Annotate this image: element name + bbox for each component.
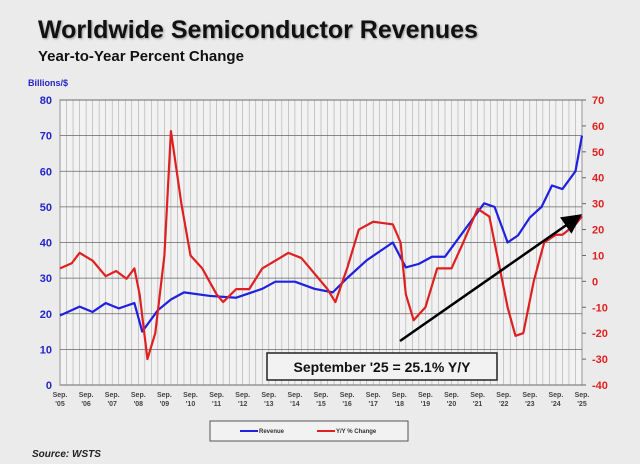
x-tick-label: '08 [134,401,144,408]
x-tick-label: Sep. [79,392,94,399]
right-tick-label: 0 [592,276,598,288]
x-tick-label: '10 [186,401,196,408]
y-axis-label: Billions/$ [28,78,69,88]
x-tick-label: '24 [551,401,561,408]
right-tick-label: 60 [592,121,604,133]
left-tick-label: 40 [40,238,52,250]
left-tick-label: 30 [40,273,52,285]
x-tick-label: Sep. [157,392,172,399]
source-note: Source: WSTS [32,449,101,460]
legend-box [209,420,409,442]
x-tick-label: Sep. [105,392,120,399]
x-tick-label: Sep. [340,392,355,399]
x-tick-label: Sep. [470,392,485,399]
x-tick-label: '20 [447,401,457,408]
x-tick-label: '17 [368,401,378,408]
x-tick-label: '12 [238,401,248,408]
right-tick-label: -20 [592,328,608,340]
chart-subtitle: Year-to-Year Percent Change [38,48,244,65]
left-tick-label: 20 [40,309,52,321]
x-tick-label: '18 [395,401,405,408]
x-tick-label: '05 [55,401,65,408]
left-tick-label: 0 [46,380,52,392]
x-tick-label: '21 [473,401,483,408]
annotation-text: September '25 = 25.1% Y/Y [293,359,471,375]
x-tick-label: Sep. [209,392,224,399]
x-tick-label: Sep. [549,392,564,399]
x-tick-label: Sep. [496,392,511,399]
annotation-box [266,352,498,381]
x-tick-label: Sep. [392,392,407,399]
x-tick-label: Sep. [575,392,590,399]
right-tick-label: 20 [592,225,604,237]
right-tick-label: 10 [592,250,604,262]
left-tick-label: 60 [40,166,52,178]
x-tick-label: Sep. [235,392,250,399]
x-tick-label: Sep. [131,392,146,399]
x-tick-label: Sep. [288,392,303,399]
trend-arrow [399,214,583,343]
x-tick-label: '07 [107,401,117,408]
x-tick-label: Sep. [261,392,276,399]
legend-label: Y/Y % Change [336,429,377,435]
series-line-yy-change [59,129,583,361]
chart-title: Worldwide Semiconductor Revenues [38,16,478,44]
x-tick-label: '23 [525,401,535,408]
x-tick-label: '16 [342,401,352,408]
x-tick-label: '15 [316,401,326,408]
x-tick-label: Sep. [183,392,198,399]
x-tick-label: '11 [212,401,221,408]
left-tick-label: 10 [40,344,52,356]
x-tick-label: Sep. [522,392,537,399]
x-tick-label: '22 [499,401,509,408]
right-tick-label: 30 [592,199,604,211]
right-tick-label: 40 [592,173,604,185]
x-tick-label: '13 [264,401,274,408]
x-tick-label: Sep. [314,392,329,399]
series-line-revenue [59,135,584,333]
x-tick-label: '06 [81,401,91,408]
right-tick-label: -40 [592,380,608,392]
left-tick-label: 80 [40,95,52,107]
right-tick-label: -10 [592,302,608,314]
x-tick-label: Sep. [53,392,68,399]
x-tick-label: Sep. [418,392,433,399]
left-tick-label: 70 [40,131,52,143]
x-tick-label: '25 [577,401,587,408]
right-tick-label: 70 [592,95,604,107]
x-tick-label: '09 [160,401,170,408]
x-tick-label: '19 [421,401,431,408]
left-tick-label: 50 [40,202,52,214]
legend-label: Revenue [259,429,285,435]
right-tick-label: -30 [592,354,608,366]
right-tick-label: 50 [592,147,604,159]
x-tick-label: Sep. [444,392,459,399]
x-tick-label: Sep. [366,392,381,399]
x-tick-label: '14 [290,401,300,408]
